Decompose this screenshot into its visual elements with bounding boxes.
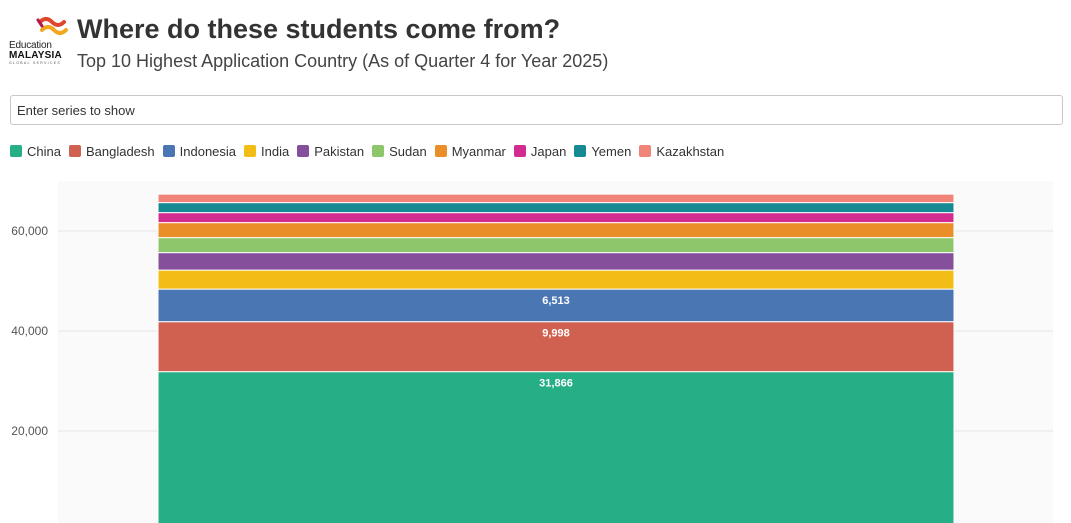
legend-swatch <box>639 145 652 157</box>
legend-swatch <box>372 145 385 157</box>
legend-label: Japan <box>530 143 567 159</box>
legend-swatch <box>244 145 257 157</box>
y-tick-label: 60,000 <box>11 224 48 238</box>
legend-swatch <box>513 145 526 157</box>
bar-segment-yemen[interactable] <box>157 202 955 214</box>
stacked-bar-chart: 20,000 40,000 60,000 31,866 9,998 6,513 <box>11 181 1053 523</box>
y-axis: 20,000 40,000 60,000 <box>11 224 48 438</box>
bar-segments <box>157 193 955 523</box>
legend-item-kazakhstan[interactable]: Kazakhstan <box>639 144 724 159</box>
legend-label: India <box>261 143 290 159</box>
legend-label: Yemen <box>591 143 632 159</box>
legend-item-india[interactable]: India <box>244 144 289 159</box>
legend-item-pakistan[interactable]: Pakistan <box>297 144 364 159</box>
legend-item-sudan[interactable]: Sudan <box>372 144 427 159</box>
legend-swatch <box>68 145 81 157</box>
bar-segment-myanmar[interactable] <box>157 222 955 239</box>
bar-segment-china[interactable] <box>157 371 955 523</box>
logo-mark-icon <box>36 17 68 35</box>
logo-text-global-services: GLOBAL SERVICES <box>9 61 61 65</box>
logo-text-malaysia: MALAYSIA <box>9 50 62 61</box>
legend-item-indonesia[interactable]: Indonesia <box>162 143 237 159</box>
series-filter-input[interactable] <box>10 95 1063 125</box>
education-malaysia-logo: Education MALAYSIA GLOBAL SERVICES <box>8 16 72 70</box>
legend-label: Bangladesh <box>85 143 155 159</box>
data-label-bangladesh: 9,998 <box>542 328 570 340</box>
legend-swatch <box>434 145 447 157</box>
legend-swatch <box>297 145 310 157</box>
legend-label: Myanmar <box>451 143 506 159</box>
legend-item-yemen[interactable]: Yemen <box>574 144 631 159</box>
legend-label: Pakistan <box>314 143 365 159</box>
bar-segment-japan[interactable] <box>157 212 955 224</box>
data-label-china: 31,866 <box>539 378 573 390</box>
chart-legend: China Bangladesh Indonesia India Pakistan Sud… <box>10 142 732 160</box>
bar-segment-kazakhstan[interactable] <box>157 193 955 204</box>
data-label-indonesia: 6,513 <box>542 295 570 307</box>
chart-header: Education MALAYSIA GLOBAL SERVICES Where… <box>8 14 1068 74</box>
data-labels: 31,866 9,998 6,513 <box>539 295 573 390</box>
legend-item-japan[interactable]: Japan <box>513 143 567 159</box>
legend-label: Kazakhstan <box>656 143 725 159</box>
y-tick-label: 20,000 <box>11 424 48 438</box>
legend-item-myanmar[interactable]: Myanmar <box>434 143 506 159</box>
chart-title: Where do these students come from? <box>77 14 561 44</box>
legend-swatch <box>162 145 175 157</box>
bar-segment-indonesia[interactable] <box>157 288 955 323</box>
legend-label: Indonesia <box>179 143 237 159</box>
bar-segment-sudan[interactable] <box>157 237 955 254</box>
legend-item-bangladesh[interactable]: Bangladesh <box>68 143 155 159</box>
legend-item-china[interactable]: China <box>10 144 61 159</box>
legend-swatch <box>574 145 587 157</box>
legend-label: China <box>27 143 61 159</box>
y-tick-label: 40,000 <box>11 324 48 338</box>
logo-text-education: Education <box>9 40 52 51</box>
chart-subtitle: Top 10 Highest Application Country (As o… <box>77 51 609 71</box>
bar-segment-pakistan[interactable] <box>157 252 955 271</box>
legend-label: Sudan <box>389 143 427 159</box>
legend-swatch <box>10 145 22 157</box>
bar-segment-india[interactable] <box>157 269 955 290</box>
